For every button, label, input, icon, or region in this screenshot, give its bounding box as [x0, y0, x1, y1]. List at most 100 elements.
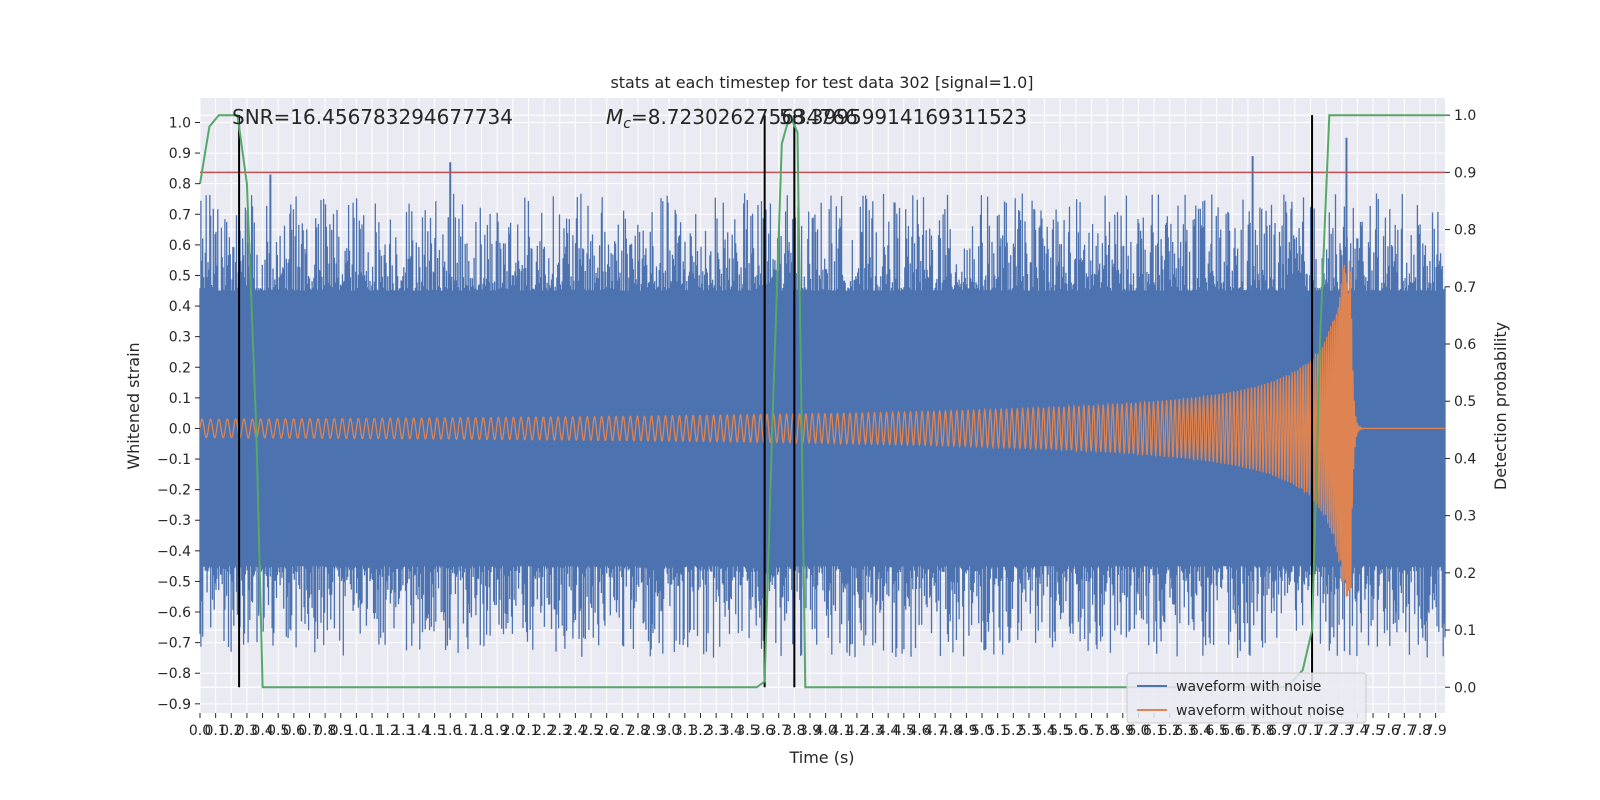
y-axis-right-label: Detection probability	[1491, 322, 1510, 490]
x-tick-label: 3.4	[721, 723, 743, 739]
y-right-tick-label: 0.6	[1454, 337, 1476, 353]
x-tick-label: 5.2	[1002, 723, 1024, 739]
detection-probability-series	[199, 112, 1445, 689]
overlay-lines	[200, 115, 1445, 688]
waveform-without-noise-series	[199, 260, 1445, 597]
x-tick-label: 5.6	[1065, 723, 1087, 739]
y-right-tick-label: 0.2	[1454, 566, 1476, 582]
y-right-tick-label: 0.9	[1454, 165, 1476, 181]
x-tick-label: 0.3	[236, 723, 258, 739]
x-tick-label: 2.7	[611, 723, 633, 739]
y-tick-label: −0.7	[157, 636, 191, 652]
x-tick-label: 2.1	[517, 723, 539, 739]
x-tick-label: 3.1	[674, 723, 696, 739]
x-tick-label: 1.4	[408, 723, 430, 739]
y-tick-label: −0.3	[157, 513, 191, 529]
x-tick-label: 6.9	[1268, 723, 1290, 739]
x-tick-label: 0.6	[283, 723, 305, 739]
legend-label-clean: waveform without noise	[1176, 703, 1344, 719]
y-tick-label: 0.9	[169, 146, 191, 162]
x-tick-label: 1.3	[392, 723, 414, 739]
x-tick-label: 0.5	[267, 723, 289, 739]
x-tick-label: 6.0	[1127, 723, 1149, 739]
x-tick-label: 3.0	[658, 723, 680, 739]
x-tick-label: 2.4	[564, 723, 586, 739]
y-tick-label: 1.0	[169, 115, 191, 131]
y-right-tick-label: 0.1	[1454, 623, 1476, 639]
x-tick-label: 5.8	[1096, 723, 1118, 739]
x-tick-label: 5.1	[987, 723, 1009, 739]
x-tick-label: 7.0	[1284, 723, 1306, 739]
y-tick-label: 0.5	[169, 268, 191, 284]
x-tick-label: 6.7	[1237, 723, 1259, 739]
x-tick-label: 7.6	[1378, 723, 1400, 739]
x-tick-label: 2.6	[596, 723, 618, 739]
x-tick-label: 1.0	[345, 723, 367, 739]
y-axis-label: Whitened strain	[124, 342, 143, 469]
x-tick-label: 7.2	[1315, 723, 1337, 739]
x-tick-label: 1.7	[455, 723, 477, 739]
x-tick-label: 4.5	[893, 723, 915, 739]
x-tick-label: 7.4	[1346, 723, 1368, 739]
x-tick-label: 4.6	[908, 723, 930, 739]
y-right-tick-label: 0.4	[1454, 451, 1476, 467]
x-tick-label: 2.8	[627, 723, 649, 739]
x-tick-label: 5.0	[971, 723, 993, 739]
clean-waveform-line	[199, 260, 1445, 597]
x-tick-label: 0.8	[314, 723, 336, 739]
y-tick-label: 0.6	[169, 238, 191, 254]
x-tick-label: 7.7	[1393, 723, 1415, 739]
x-tick-label: 0.4	[251, 723, 273, 739]
x-tick-label: 4.2	[846, 723, 868, 739]
x-tick-label: 6.3	[1174, 723, 1196, 739]
overlapping-annotation: 58.39959914169311523	[779, 105, 1027, 129]
x-tick-label: 7.3	[1331, 723, 1353, 739]
x-tick-label: 0.2	[220, 723, 242, 739]
x-tick-label: 1.6	[439, 723, 461, 739]
x-tick-label: 0.1	[205, 723, 227, 739]
x-tick-label: 7.5	[1362, 723, 1384, 739]
y-tick-label: −0.4	[157, 544, 191, 560]
x-tick-label: 2.2	[533, 723, 555, 739]
x-tick-label: 1.1	[361, 723, 383, 739]
chart-title: stats at each timestep for test data 302…	[610, 73, 1033, 92]
legend-label-noise: waveform with noise	[1176, 679, 1321, 695]
x-tick-label: 3.2	[689, 723, 711, 739]
y-tick-label: 0.4	[169, 299, 191, 315]
x-tick-label: 4.0	[814, 723, 836, 739]
y-tick-label: −0.5	[157, 574, 191, 590]
x-tick-label: 0.9	[330, 723, 352, 739]
x-tick-label: 6.6	[1221, 723, 1243, 739]
x-tick-label: 5.9	[1112, 723, 1134, 739]
x-tick-label: 1.5	[423, 723, 445, 739]
x-tick-label: 5.3	[1018, 723, 1040, 739]
x-tick-label: 7.8	[1409, 723, 1431, 739]
x-tick-label: 4.4	[877, 723, 899, 739]
x-tick-label: 6.1	[1143, 723, 1165, 739]
x-axis-label: Time (s)	[788, 748, 854, 767]
legend-box	[1126, 672, 1367, 724]
x-tick-label: 0.0	[189, 723, 211, 739]
x-tick-label: 4.1	[830, 723, 852, 739]
y-tick-label: −0.9	[157, 697, 191, 713]
x-tick-label: 4.9	[955, 723, 977, 739]
detection-probability-line	[199, 112, 1445, 689]
x-tick-label: 7.1	[1299, 723, 1321, 739]
y-tick-label: −0.6	[157, 605, 191, 621]
y-right-tick-label: 0.8	[1454, 223, 1476, 239]
chirp-mass-annotation: Mc=8.723026275634766	[606, 105, 858, 132]
snr-annotation: SNR=16.456783294677734	[232, 105, 513, 129]
x-tick-label: 6.2	[1159, 723, 1181, 739]
y-tick-label: −0.2	[157, 483, 191, 499]
y-tick-label: −0.8	[157, 666, 191, 682]
x-tick-label: 2.3	[549, 723, 571, 739]
chirp-mass-subscript: c	[623, 116, 631, 132]
y-tick-label: 0.7	[169, 207, 191, 223]
x-tick-label: 2.0	[502, 723, 524, 739]
x-tick-label: 4.8	[940, 723, 962, 739]
y-right-tick-label: 0.7	[1454, 280, 1476, 296]
x-tick-label: 7.9	[1424, 723, 1446, 739]
x-tick-label: 3.7	[768, 723, 790, 739]
